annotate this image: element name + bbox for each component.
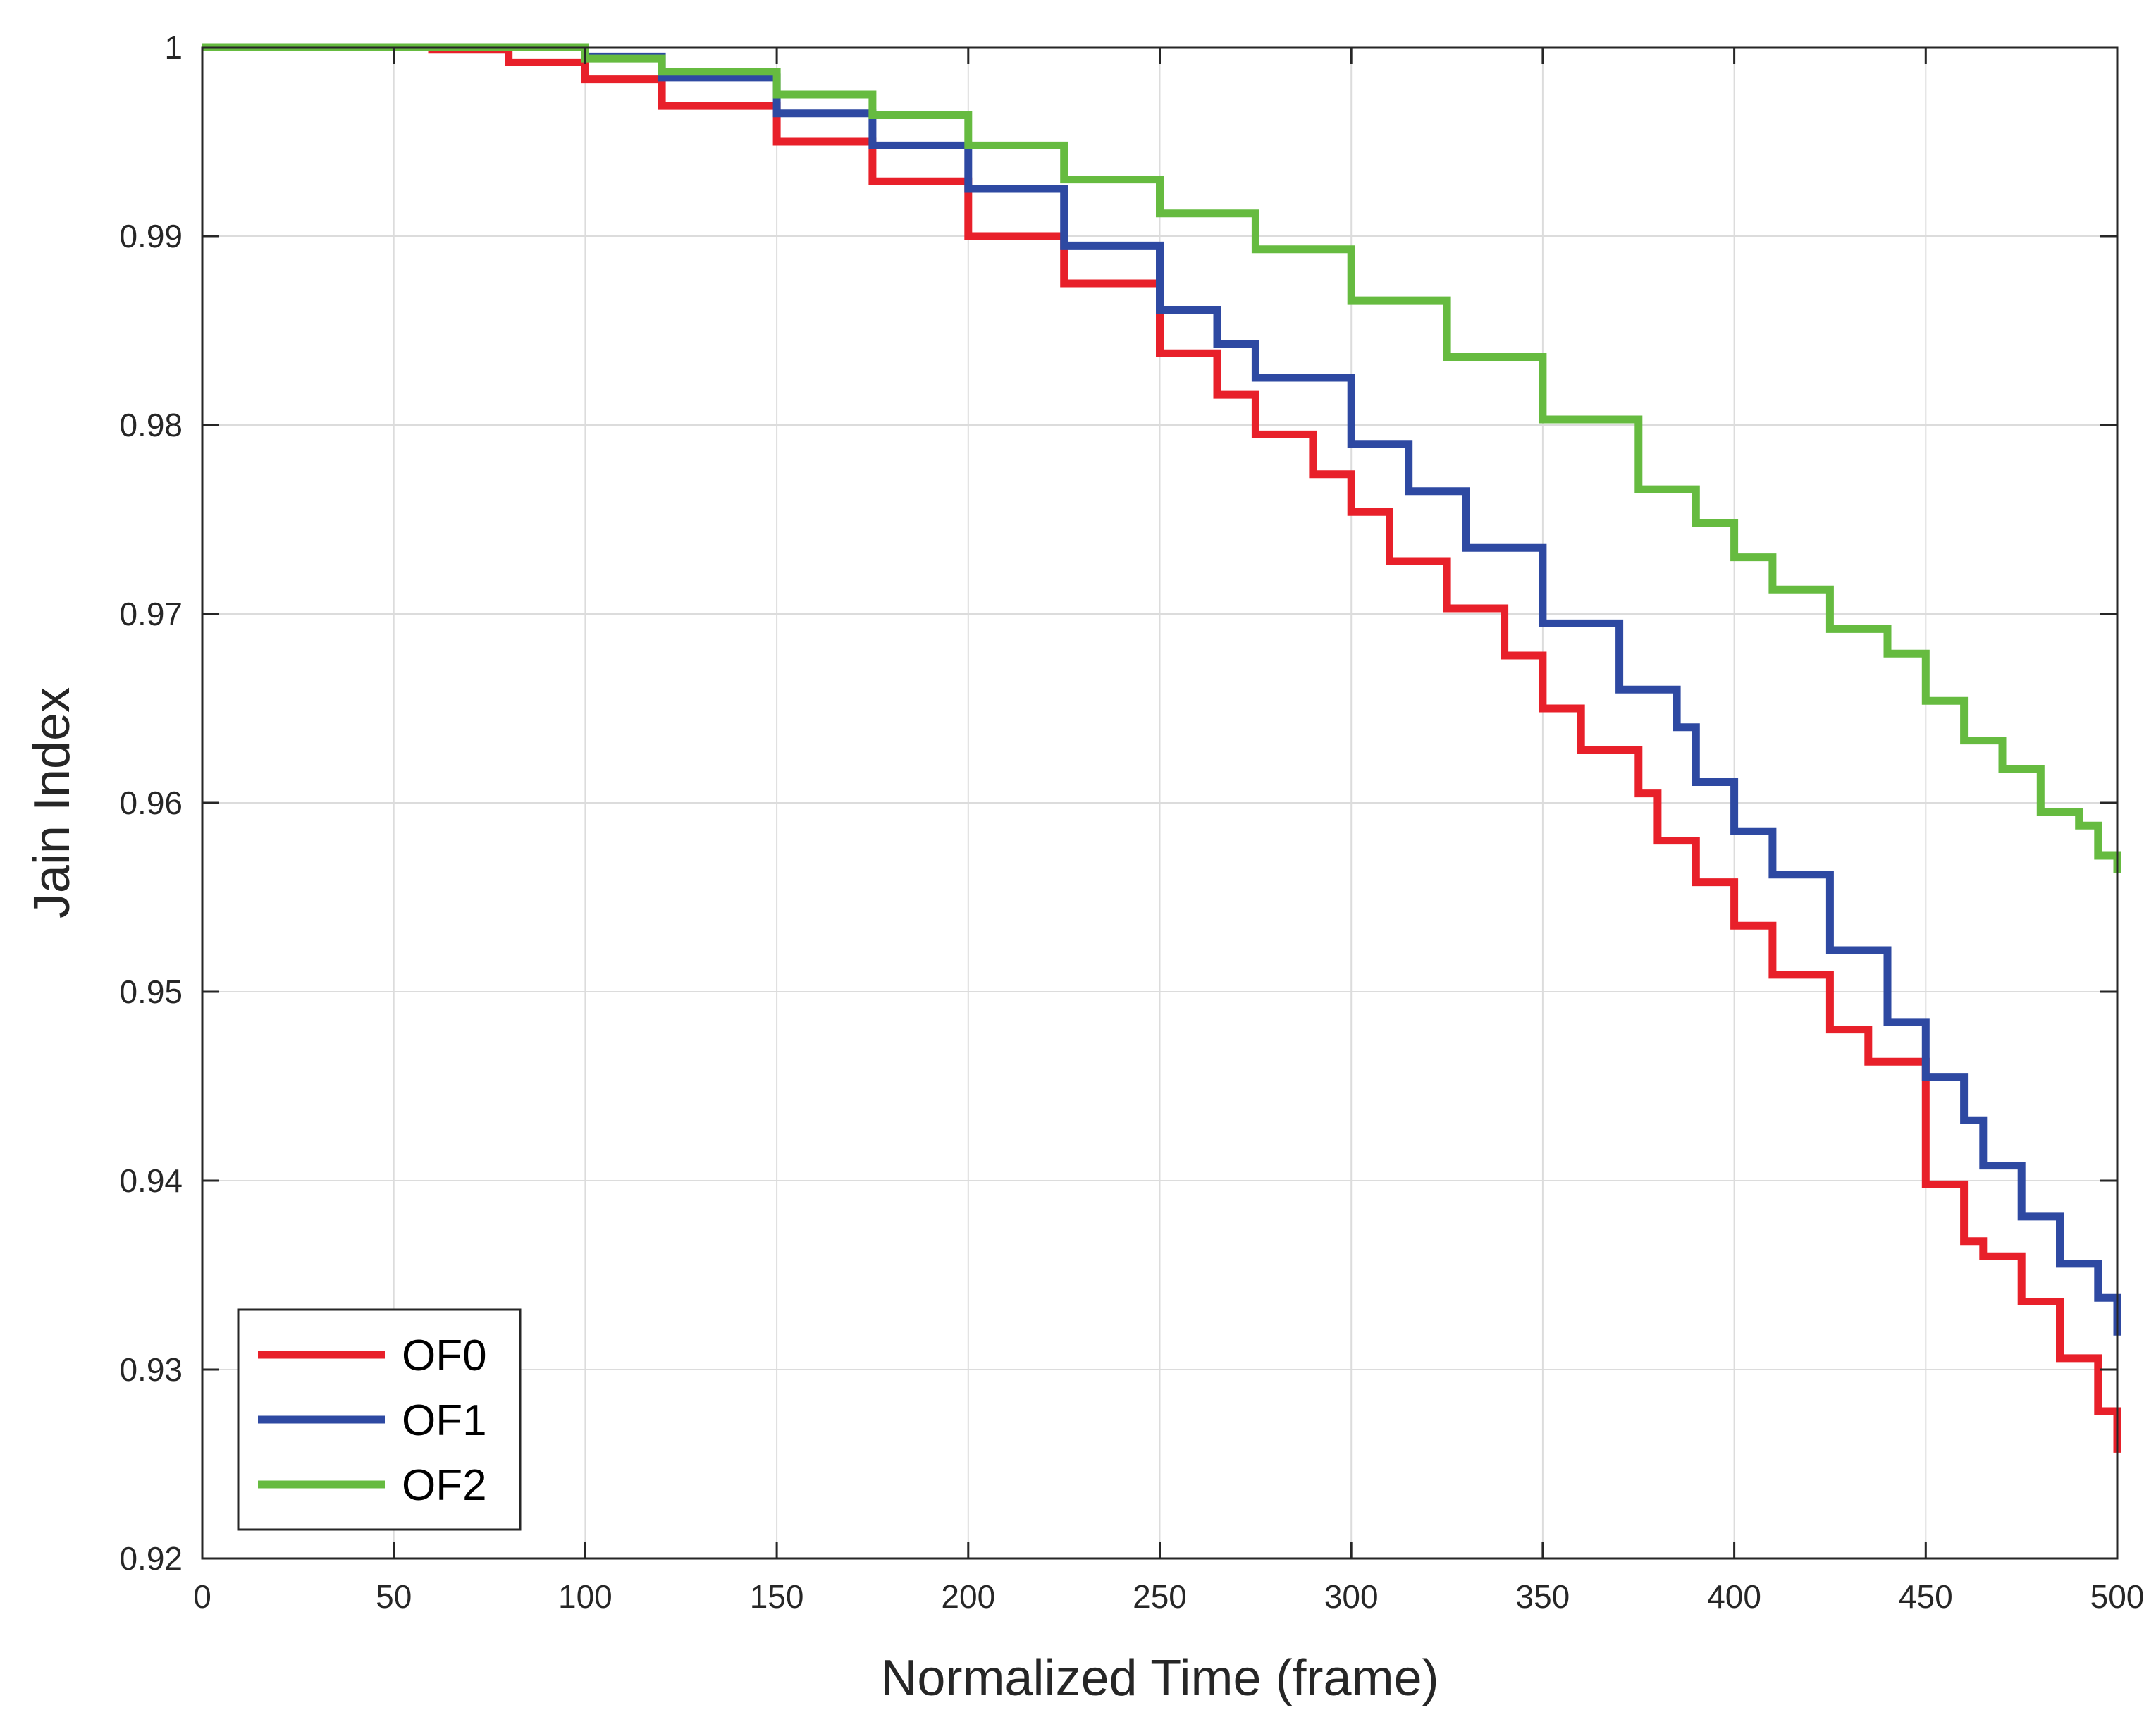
x-tick-label: 100: [558, 1578, 612, 1615]
y-axis-title: Jain Index: [24, 687, 80, 918]
axis-ticks: [201, 46, 2119, 1560]
y-tick-label: 0.96: [119, 785, 183, 821]
y-tick-label: 0.93: [119, 1351, 183, 1388]
legend-label-of2: OF2: [402, 1461, 487, 1510]
legend-label-of0: OF0: [402, 1332, 487, 1380]
x-tick-label: 0: [193, 1578, 211, 1615]
y-tick-label: 0.92: [119, 1540, 183, 1577]
x-axis-title: Normalized Time (frame): [880, 1650, 1439, 1706]
legend-label-of1: OF1: [402, 1396, 487, 1445]
x-tick-label: 350: [1516, 1578, 1570, 1615]
plot-lines: [202, 43, 2121, 1453]
series-line-of1: [202, 43, 2121, 1336]
x-tick-label: 500: [2090, 1578, 2145, 1615]
x-tick-label: 450: [1899, 1578, 1953, 1615]
y-tick-label: 0.94: [119, 1162, 183, 1199]
legend: OF0 OF1 OF2: [237, 1308, 522, 1531]
y-tick-label: 0.95: [119, 973, 183, 1010]
y-tick-label: 0.99: [119, 218, 183, 254]
x-tick-label: 50: [376, 1578, 412, 1615]
x-tick-label: 150: [750, 1578, 804, 1615]
series-line-of2: [202, 43, 2121, 873]
x-tick-label: 300: [1324, 1578, 1379, 1615]
axis-tick-labels: 0 50 100 150 200 250 300 350 400 450 500 0.92 0.93 0.…: [119, 29, 2144, 1615]
y-tick-label: 1: [164, 29, 183, 66]
series-line-of0: [202, 43, 2121, 1453]
x-tick-label: 250: [1133, 1578, 1187, 1615]
legend-items: OF0 OF1 OF2: [258, 1332, 487, 1510]
x-tick-label: 400: [1707, 1578, 1761, 1615]
y-tick-label: 0.97: [119, 596, 183, 632]
y-tick-label: 0.98: [119, 407, 183, 443]
x-tick-label: 200: [941, 1578, 995, 1615]
